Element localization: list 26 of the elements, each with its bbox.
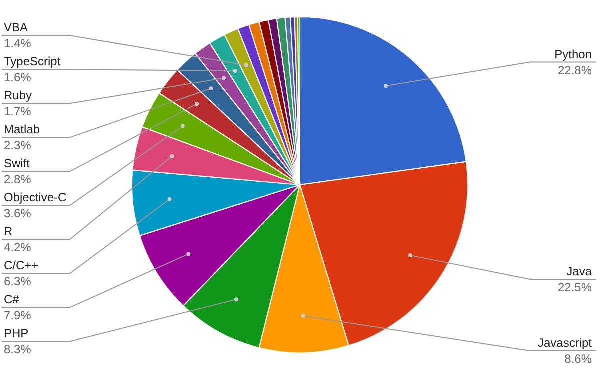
- slice-label: Python: [554, 47, 592, 62]
- slice-label: VBA: [4, 20, 28, 35]
- data-label: 3.6%: [4, 206, 32, 221]
- slice-label: R: [4, 224, 13, 239]
- slice-label: C#: [4, 292, 20, 307]
- data-label: 2.3%: [4, 138, 32, 153]
- slice-label: PHP: [4, 326, 29, 341]
- slice-label: C/C++: [4, 258, 39, 273]
- data-label: 6.3%: [4, 274, 32, 289]
- data-label: 1.4%: [4, 36, 32, 51]
- slice-label: Objective-C: [4, 190, 68, 205]
- data-label: 4.2%: [4, 240, 32, 255]
- slice-label: Swift: [4, 156, 31, 171]
- slice-label: TypeScript: [4, 54, 62, 69]
- data-label: 1.6%: [4, 70, 32, 85]
- data-label: 8.3%: [4, 342, 32, 357]
- data-label: 1.7%: [4, 104, 32, 119]
- data-label: 7.9%: [4, 308, 32, 323]
- data-label: 2.8%: [4, 172, 32, 187]
- data-label: 22.8%: [558, 63, 592, 78]
- data-label: 8.6%: [564, 352, 592, 366]
- slice-label: Javascript: [538, 336, 593, 350]
- data-label: 22.5%: [558, 280, 592, 294]
- slice-label: Java: [566, 264, 592, 278]
- slice-label: Ruby: [4, 88, 32, 103]
- slice-label: Matlab: [4, 122, 40, 137]
